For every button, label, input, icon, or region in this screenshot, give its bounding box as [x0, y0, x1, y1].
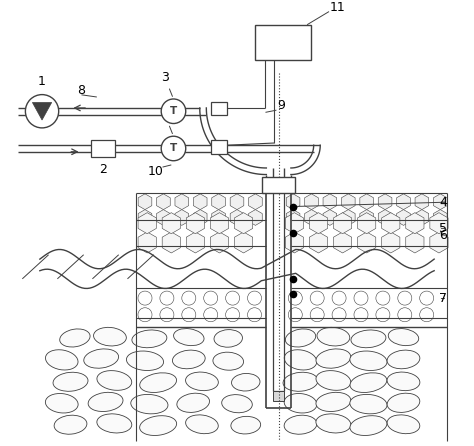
Ellipse shape [53, 372, 88, 391]
Circle shape [161, 99, 186, 124]
Ellipse shape [93, 327, 127, 346]
Ellipse shape [387, 415, 420, 434]
Bar [91, 140, 116, 157]
Ellipse shape [350, 351, 387, 371]
Text: 9: 9 [277, 99, 285, 112]
Bar [211, 102, 228, 116]
Ellipse shape [60, 329, 90, 347]
Circle shape [161, 136, 186, 161]
Polygon shape [32, 103, 52, 120]
Ellipse shape [97, 371, 132, 390]
Bar [273, 391, 284, 401]
Bar [255, 25, 311, 60]
Ellipse shape [173, 329, 204, 346]
Text: 2: 2 [100, 163, 107, 176]
Ellipse shape [231, 373, 260, 391]
Ellipse shape [132, 330, 167, 348]
Circle shape [26, 95, 59, 128]
Ellipse shape [231, 417, 261, 434]
Ellipse shape [222, 395, 252, 413]
Ellipse shape [350, 373, 387, 392]
Text: 7: 7 [439, 292, 447, 305]
Ellipse shape [186, 415, 218, 434]
Text: 1: 1 [38, 75, 46, 88]
Ellipse shape [350, 416, 387, 435]
Ellipse shape [46, 350, 78, 370]
Ellipse shape [97, 414, 132, 433]
Ellipse shape [316, 392, 351, 412]
Ellipse shape [316, 371, 351, 390]
Bar [262, 177, 295, 194]
Ellipse shape [140, 416, 177, 435]
Ellipse shape [88, 392, 123, 412]
Ellipse shape [351, 330, 386, 348]
Ellipse shape [214, 330, 243, 347]
Text: 5: 5 [439, 222, 447, 235]
Ellipse shape [127, 351, 164, 371]
Text: 6: 6 [439, 228, 447, 242]
Ellipse shape [350, 394, 387, 414]
Text: 8: 8 [77, 84, 85, 97]
Ellipse shape [185, 372, 219, 391]
Bar [211, 140, 228, 153]
Ellipse shape [316, 349, 351, 368]
Ellipse shape [173, 350, 205, 369]
Ellipse shape [284, 415, 317, 434]
Text: 10: 10 [148, 165, 164, 178]
Ellipse shape [284, 393, 317, 413]
Ellipse shape [140, 373, 176, 392]
Ellipse shape [316, 414, 351, 433]
Ellipse shape [387, 393, 420, 413]
Text: 4: 4 [439, 196, 447, 209]
Ellipse shape [46, 393, 78, 413]
Ellipse shape [285, 329, 316, 347]
Ellipse shape [177, 393, 210, 413]
Ellipse shape [54, 415, 87, 434]
Ellipse shape [283, 372, 318, 391]
Text: T: T [170, 144, 177, 153]
Ellipse shape [84, 349, 118, 368]
Ellipse shape [387, 372, 420, 391]
Text: T: T [170, 106, 177, 116]
Ellipse shape [213, 352, 244, 370]
Text: 3: 3 [161, 70, 173, 96]
Text: 3: 3 [161, 108, 173, 134]
Ellipse shape [388, 329, 419, 346]
Text: 11: 11 [330, 1, 346, 14]
Ellipse shape [284, 350, 317, 370]
Ellipse shape [387, 350, 420, 369]
Ellipse shape [131, 394, 168, 414]
Ellipse shape [317, 327, 350, 346]
